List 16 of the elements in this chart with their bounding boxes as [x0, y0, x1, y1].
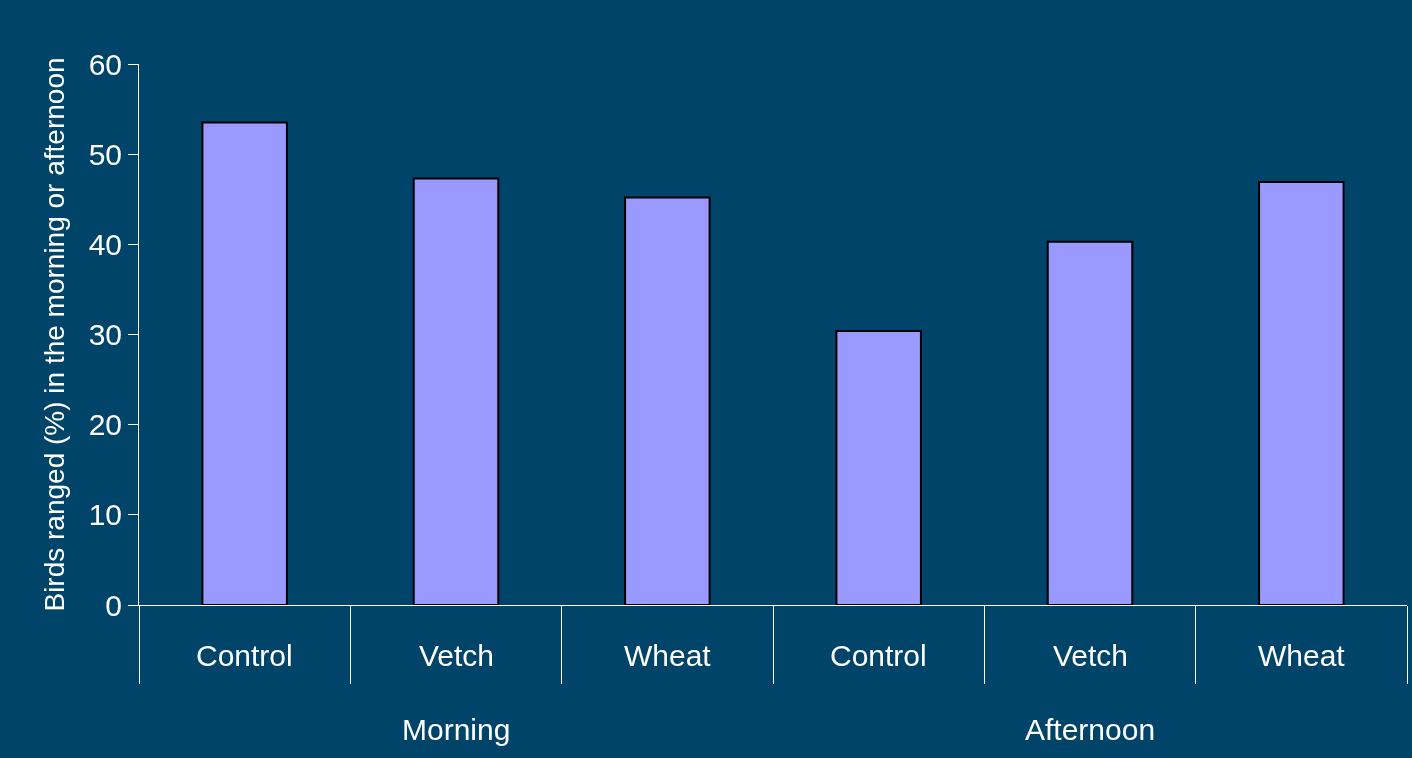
y-tick-label: 0	[105, 588, 122, 622]
y-axis-title: Birds ranged (%) in the morning or afternoon	[39, 57, 71, 612]
x-tick-label: Control	[196, 639, 293, 672]
text: Afternoon	[1025, 713, 1156, 746]
x-tick-label: Wheat	[1258, 639, 1346, 672]
x-tick-label: Vetch	[1053, 639, 1129, 672]
y-tick-label: 10	[88, 498, 122, 532]
x-tick-label: Wheat	[624, 639, 712, 672]
text: Morning	[402, 713, 511, 746]
y-tick-label: 60	[88, 47, 122, 81]
y-tick-label: 40	[88, 227, 122, 261]
y-tick-label: 50	[88, 137, 122, 171]
x-tick-label: Vetch	[419, 639, 495, 672]
y-tick-label: 30	[88, 318, 122, 351]
x-tick-label: Control	[830, 639, 927, 672]
y-tick-label: 20	[88, 408, 122, 442]
